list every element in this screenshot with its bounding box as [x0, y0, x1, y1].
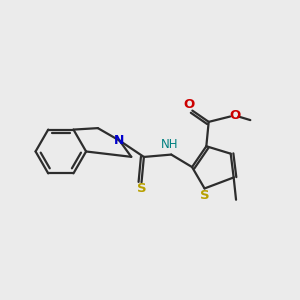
Text: S: S — [200, 189, 210, 203]
Text: NH: NH — [161, 138, 178, 151]
Text: S: S — [137, 182, 146, 195]
Text: N: N — [114, 134, 125, 147]
Text: O: O — [230, 109, 241, 122]
Text: O: O — [184, 98, 195, 110]
